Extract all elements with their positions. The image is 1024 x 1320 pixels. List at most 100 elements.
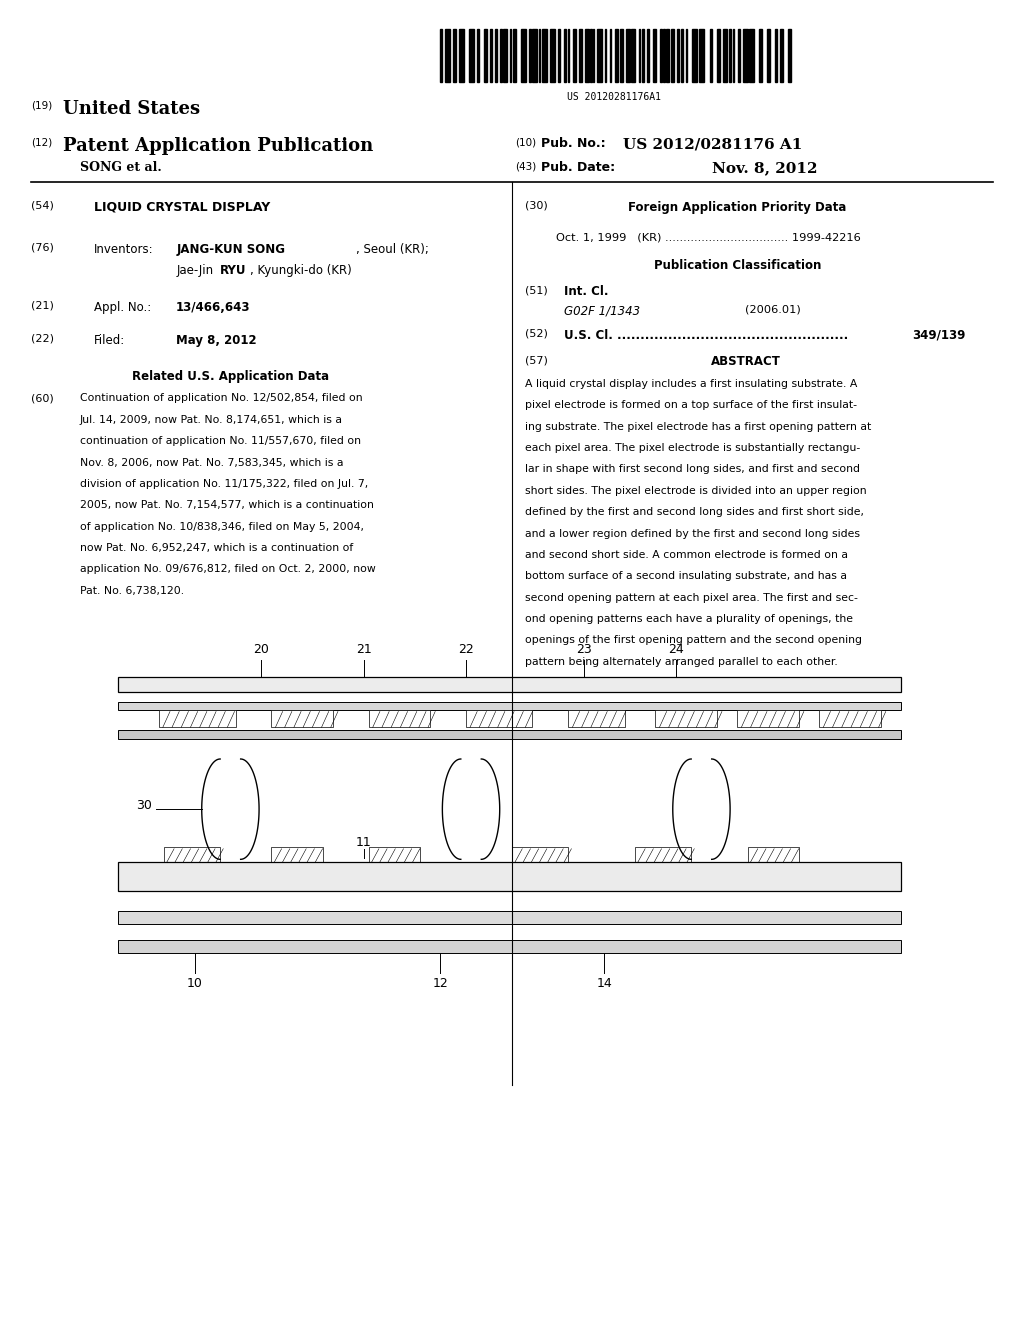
Text: (51): (51) [525,285,548,296]
Text: (54): (54) [31,201,53,211]
Bar [614,29,618,82]
Bar [579,29,583,82]
Text: each pixel area. The pixel electrode is substantially rectangu-: each pixel area. The pixel electrode is … [525,444,860,453]
Bar [620,29,623,82]
Text: JANG-KUN SONG: JANG-KUN SONG [176,243,285,256]
Bar [550,29,555,82]
Text: Patent Application Publication: Patent Application Publication [63,137,374,156]
Text: May 8, 2012: May 8, 2012 [176,334,257,347]
Text: (43): (43) [515,161,537,172]
Text: pattern being alternately arranged parallel to each other.: pattern being alternately arranged paral… [525,657,838,667]
Bar [710,29,712,82]
Text: 30: 30 [135,799,152,812]
Bar [819,710,881,727]
Bar [539,29,541,82]
Bar [653,29,656,82]
Bar [271,710,333,727]
Text: SONG et al.: SONG et al. [80,161,162,174]
Bar [496,29,497,82]
Bar [609,29,611,82]
Text: Jae-Jin: Jae-Jin [176,264,217,277]
Text: 24: 24 [668,643,684,656]
Text: 2005, now Pat. No. 7,154,577, which is a continuation: 2005, now Pat. No. 7,154,577, which is a… [80,500,374,511]
Bar [597,29,602,82]
Bar [748,847,799,862]
Bar [483,29,486,82]
Bar [729,29,730,82]
Bar [686,29,687,82]
Bar [440,29,441,82]
Text: Foreign Application Priority Data: Foreign Application Priority Data [628,201,847,214]
Text: (60): (60) [31,393,53,404]
Bar [118,677,901,692]
Text: 14: 14 [596,977,612,990]
Text: A liquid crystal display includes a first insulating substrate. A: A liquid crystal display includes a firs… [525,379,858,389]
Bar [118,940,901,953]
Text: of application No. 10/838,346, filed on May 5, 2004,: of application No. 10/838,346, filed on … [80,521,364,532]
Bar [453,29,456,82]
Text: US 20120281176A1: US 20120281176A1 [567,92,662,103]
Text: application No. 09/676,812, filed on Oct. 2, 2000, now: application No. 09/676,812, filed on Oct… [80,565,376,574]
Text: ABSTRACT: ABSTRACT [711,355,780,368]
Text: G02F 1/1343: G02F 1/1343 [564,305,640,318]
Text: now Pat. No. 6,952,247, which is a continuation of: now Pat. No. 6,952,247, which is a conti… [80,543,353,553]
Bar [118,911,901,924]
Bar [543,29,548,82]
Bar [717,29,720,82]
Bar [567,29,569,82]
Bar [593,29,595,82]
Bar [699,29,705,82]
Bar [639,29,640,82]
Text: Pub. Date:: Pub. Date: [541,161,614,174]
Bar [590,29,592,82]
Bar [775,29,777,82]
Bar [659,29,662,82]
Bar [512,847,568,862]
Bar [767,29,770,82]
Text: 12: 12 [432,977,449,990]
Text: Publication Classification: Publication Classification [653,259,821,272]
Bar [641,29,644,82]
Bar [723,29,727,82]
Bar [667,29,669,82]
Text: (57): (57) [525,355,548,366]
Bar [558,29,560,82]
Text: (21): (21) [31,301,53,312]
Bar [750,29,755,82]
Text: US 2012/0281176 A1: US 2012/0281176 A1 [623,137,802,152]
Text: , Seoul (KR);: , Seoul (KR); [356,243,429,256]
Text: and second short side. A common electrode is formed on a: and second short side. A common electrod… [525,550,848,560]
Bar [779,29,783,82]
Bar [164,847,220,862]
Text: Pat. No. 6,738,120.: Pat. No. 6,738,120. [80,586,184,595]
Bar [529,29,530,82]
Bar [760,29,762,82]
Text: 20: 20 [253,643,269,656]
Bar [369,847,420,862]
Bar [510,29,511,82]
Text: 11: 11 [355,836,372,849]
Bar [520,29,525,82]
Bar [469,29,474,82]
Text: (19): (19) [31,100,52,111]
Text: lar in shape with first second long sides, and first and second: lar in shape with first second long side… [525,465,860,474]
Text: Filed:: Filed: [94,334,126,347]
Bar [513,29,516,82]
Bar [572,29,577,82]
Text: Int. Cl.: Int. Cl. [564,285,608,298]
Bar [585,29,589,82]
Text: Appl. No.:: Appl. No.: [94,301,152,314]
Bar [627,29,630,82]
Bar [369,710,430,727]
Bar [118,862,901,891]
Bar [737,710,799,727]
Text: U.S. Cl. ..................................................: U.S. Cl. ...............................… [564,329,849,342]
Text: LIQUID CRYSTAL DISPLAY: LIQUID CRYSTAL DISPLAY [94,201,270,214]
Text: and a lower region defined by the first and second long sides: and a lower region defined by the first … [525,528,860,539]
Text: short sides. The pixel electrode is divided into an upper region: short sides. The pixel electrode is divi… [525,486,867,496]
Text: openings of the first opening pattern and the second opening: openings of the first opening pattern an… [525,635,862,645]
Text: (52): (52) [525,329,548,339]
Bar [632,29,635,82]
Bar [503,29,507,82]
Bar [466,710,532,727]
